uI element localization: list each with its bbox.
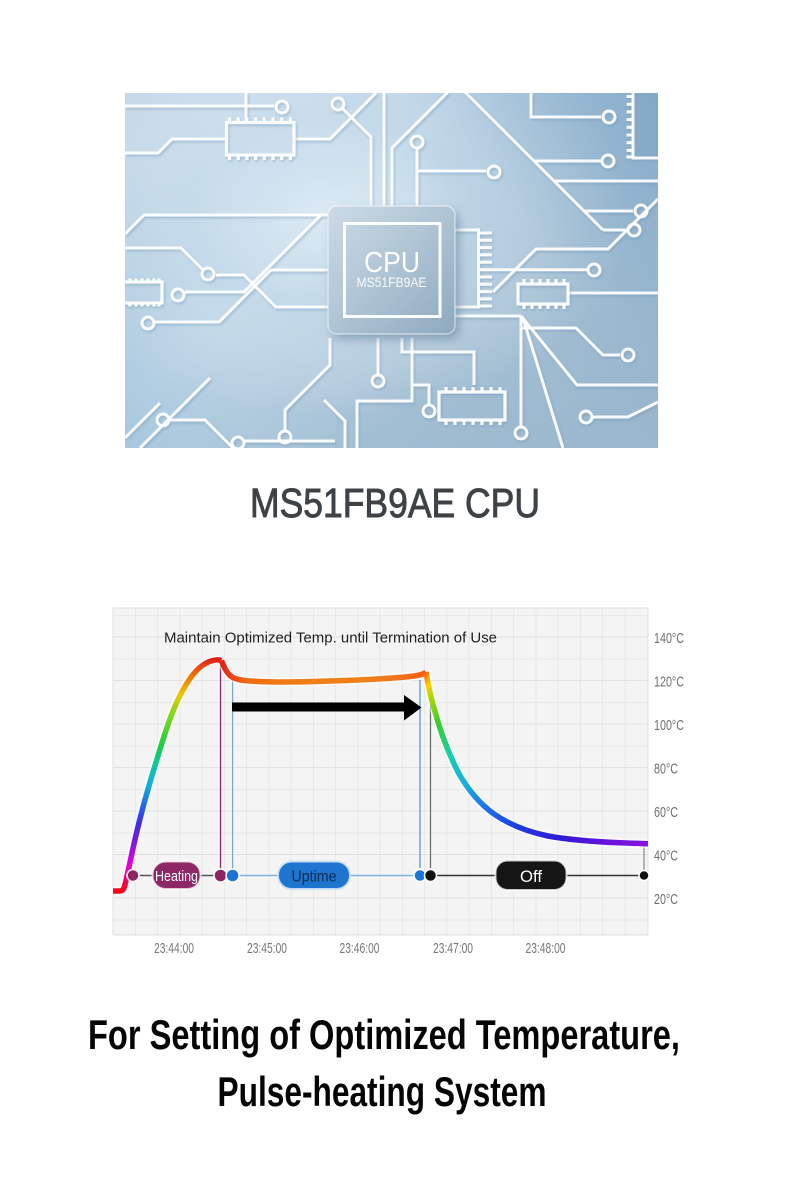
svg-text:40°C: 40°C: [654, 848, 678, 865]
svg-text:Maintain Optimized Temp. until: Maintain Optimized Temp. until Terminati…: [164, 631, 497, 647]
svg-text:23:45:00: 23:45:00: [247, 940, 287, 957]
svg-text:CPU: CPU: [364, 247, 420, 279]
svg-text:60°C: 60°C: [654, 804, 678, 821]
svg-text:MS51FB9AE CPU: MS51FB9AE CPU: [250, 480, 540, 526]
svg-text:Pulse-heating System: Pulse-heating System: [218, 1068, 547, 1115]
svg-text:120°C: 120°C: [654, 674, 684, 691]
svg-text:23:47:00: 23:47:00: [433, 940, 473, 957]
svg-text:23:46:00: 23:46:00: [340, 940, 380, 957]
svg-text:100°C: 100°C: [654, 717, 684, 734]
svg-text:MS51FB9AE: MS51FB9AE: [357, 275, 427, 290]
svg-text:80°C: 80°C: [654, 761, 678, 778]
svg-text:For Setting of Optimized Tempe: For Setting of Optimized Temperature,: [88, 1011, 680, 1058]
svg-text:20°C: 20°C: [654, 891, 678, 908]
svg-text:140°C: 140°C: [654, 630, 684, 647]
svg-text:Off: Off: [520, 868, 542, 886]
svg-text:Heating: Heating: [155, 868, 198, 885]
svg-text:Uptime: Uptime: [292, 869, 337, 886]
svg-text:23:48:00: 23:48:00: [526, 940, 566, 957]
svg-text:23:44:00: 23:44:00: [154, 940, 194, 957]
